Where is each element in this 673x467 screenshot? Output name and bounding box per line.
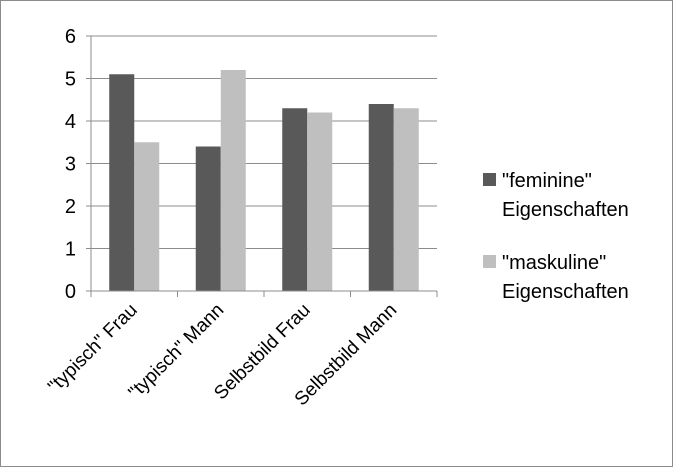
y-tick-label: 4 (65, 111, 76, 133)
y-tick-label: 3 (65, 154, 76, 176)
axes (86, 35, 438, 297)
bars (109, 70, 419, 291)
y-tick-label: 2 (65, 196, 76, 218)
legend-swatch-feminine (483, 173, 496, 186)
legend: "feminine" Eigenschaften "maskuline" Eigens… (483, 170, 629, 303)
y-tick-label: 6 (65, 26, 76, 48)
bar-maskuline-4 (393, 108, 419, 291)
x-category-label: "typisch" Frau (44, 300, 142, 398)
bar-feminine-3 (282, 108, 308, 291)
bar-feminine-1 (109, 74, 135, 291)
legend-swatch-maskuline (483, 255, 496, 268)
bar-maskuline-3 (307, 112, 333, 291)
bar-maskuline-1 (134, 142, 160, 291)
legend-label-maskuline: "maskuline" Eigenschaften (502, 252, 629, 303)
y-tick-labels: 0 1 2 3 4 5 6 (65, 26, 76, 303)
y-tick-label: 0 (65, 281, 76, 303)
bar-feminine-2 (195, 146, 221, 291)
y-tick-label: 5 (65, 69, 76, 91)
legend-label-feminine: "feminine" Eigenschaften (502, 170, 629, 221)
y-tick-label: 1 (65, 239, 76, 261)
bar-feminine-4 (368, 104, 394, 291)
bar-maskuline-2 (220, 70, 246, 291)
